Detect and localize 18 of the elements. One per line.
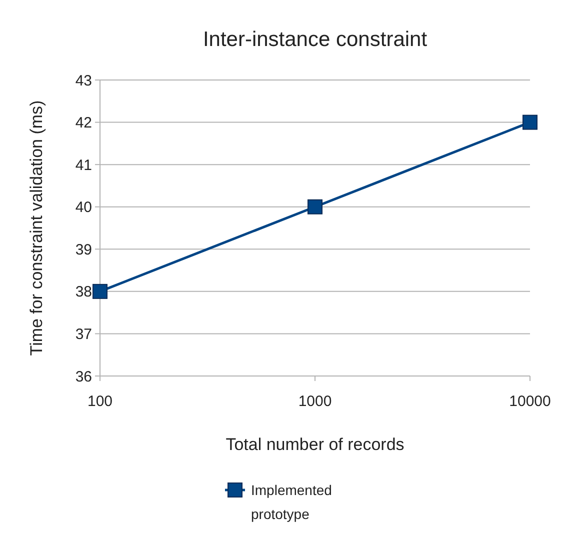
y-tick-label: 36 — [75, 368, 92, 386]
y-tick-label: 43 — [75, 72, 92, 90]
point — [92, 284, 108, 299]
chart-title: Inter-instance constraint — [202, 28, 428, 51]
y-tick-label: 42 — [75, 114, 92, 132]
legend-label: Implemented prototype — [251, 482, 332, 522]
y-tick-label: 40 — [75, 199, 92, 216]
x-tick-label: 1000 — [298, 393, 332, 410]
y-tick-label: 41 — [75, 156, 92, 174]
y-tick-label: 39 — [75, 241, 92, 258]
x-tick-label: 100 — [87, 393, 113, 410]
x-tick-label: 10000 — [509, 393, 551, 410]
point — [308, 199, 322, 214]
y-tick-label: 37 — [75, 326, 92, 343]
point — [522, 114, 538, 130]
y-axis-title: Time for constraint validation (ms) — [27, 100, 46, 356]
x-axis-title: Total number of records — [226, 435, 404, 454]
y-tick-label: 38 — [75, 284, 92, 301]
